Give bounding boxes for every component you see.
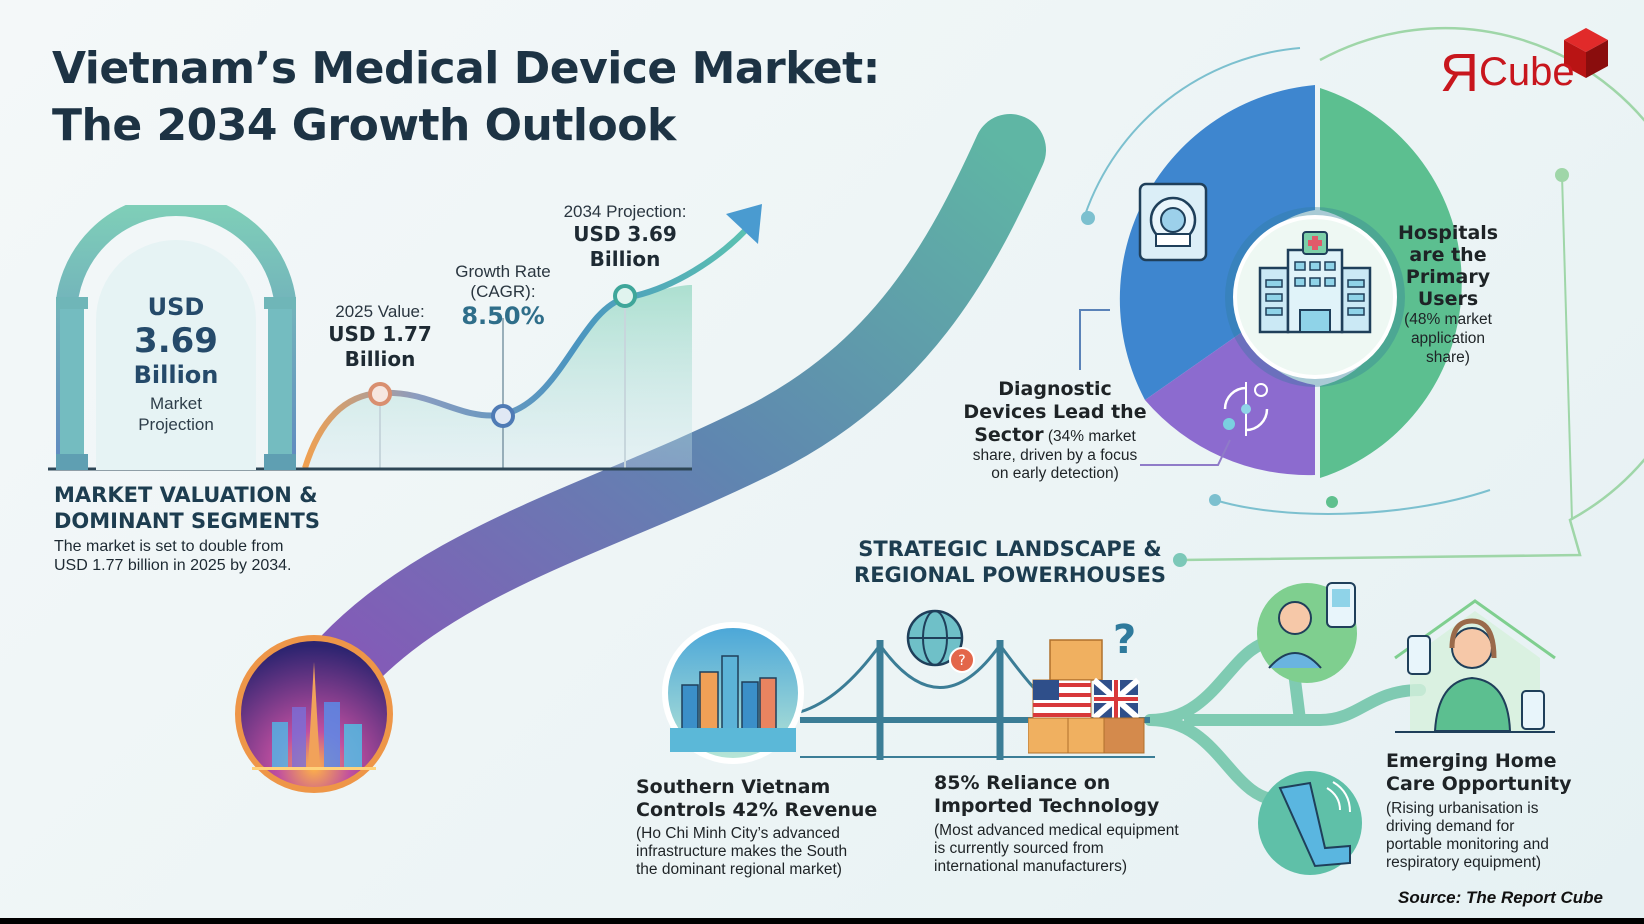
homecare-body-4: respiratory equipment) xyxy=(1386,854,1542,871)
arch-icon xyxy=(56,205,296,470)
arch-value: 3.69 xyxy=(134,321,218,361)
title-line-2: The 2034 Growth Outlook xyxy=(52,100,676,151)
imports-title-1: 85% Reliance on xyxy=(934,772,1111,794)
home-care-icon xyxy=(1394,599,1556,733)
arch-currency: USD xyxy=(147,293,205,321)
card-southern-vietnam: Southern Vietnam Controls 42% Revenue (H… xyxy=(636,776,886,879)
logo-text: RCube xyxy=(1440,43,1575,103)
label-2025-title: 2025 Value: xyxy=(335,302,425,321)
south-body-1: (Ho Chi Minh City’s advanced xyxy=(636,825,840,842)
market-section: MARKET VALUATION & DOMINANT SEGMENTS The… xyxy=(54,482,374,575)
south-title-2: Controls 42% Revenue xyxy=(636,799,878,821)
svg-text:?: ? xyxy=(1113,617,1136,663)
label-2034-projection: 2034 Projection: USD 3.69 Billion xyxy=(545,202,705,272)
south-body-3: the dominant regional market) xyxy=(636,861,842,878)
source-credit: Source: The Report Cube xyxy=(1398,888,1603,907)
imports-body-2: is currently sourced from xyxy=(934,840,1104,857)
hospitals-line-2: are the xyxy=(1409,244,1487,266)
hospitals-label: Hospitals are the Primary Users (48% mar… xyxy=(1398,222,1498,367)
homecare-title-2: Care Opportunity xyxy=(1386,773,1572,795)
homecare-title-1: Emerging Home xyxy=(1386,750,1557,772)
south-body-2: infrastructure makes the South xyxy=(636,843,848,860)
diagnostic-line-2: Devices Lead the xyxy=(963,401,1147,423)
label-2034-title: 2034 Projection: xyxy=(563,202,687,221)
card-imported-technology: 85% Reliance on Imported Technology (Mos… xyxy=(934,772,1224,876)
mri-scanner-icon xyxy=(1138,182,1208,262)
page-title: Vietnam’s Medical Device Market: The 203… xyxy=(52,40,880,154)
strategic-section: STRATEGIC LANDSCAPE & REGIONAL POWERHOUS… xyxy=(850,536,1170,588)
label-2025-value-2: Billion xyxy=(344,347,416,371)
diagnostic-line-5: on early detection) xyxy=(991,465,1119,482)
patient-monitor-icon xyxy=(1257,582,1357,683)
label-2034-value-1: USD 3.69 xyxy=(573,222,677,246)
hospitals-sub-1: (48% market xyxy=(1404,311,1492,328)
hospital-icon xyxy=(1258,231,1372,334)
label-2025-value: 2025 Value: USD 1.77 Billion xyxy=(310,302,450,372)
market-body-2: USD 1.77 billion in 2025 by 2034. xyxy=(54,557,292,574)
label-cagr: Growth Rate (CAGR): 8.50% xyxy=(438,262,568,330)
strategic-heading-1: STRATEGIC LANDSCAPE & xyxy=(858,537,1162,561)
inhaler-icon xyxy=(1258,771,1362,875)
homecare-body-1: (Rising urbanisation is xyxy=(1386,800,1539,817)
hospitals-sub-2: application xyxy=(1410,330,1486,347)
globe-icon: ? xyxy=(906,609,975,673)
city-skyline-icon xyxy=(235,635,393,793)
title-line-1: Vietnam’s Medical Device Market: xyxy=(52,43,880,94)
market-heading-1: MARKET VALUATION & xyxy=(54,483,318,507)
arch-caption-1: Market xyxy=(150,394,202,413)
arch-valuation: USD 3.69 Billion Market Projection xyxy=(56,205,296,470)
card-home-care: Emerging Home Care Opportunity (Rising u… xyxy=(1386,750,1606,872)
imports-body-1: (Most advanced medical equipment xyxy=(934,822,1179,839)
diagnostic-scan-icon xyxy=(1223,382,1269,436)
rcube-logo: RCube xyxy=(1440,28,1620,108)
diagnostic-label: Diagnostic Devices Lead the Sector (34% … xyxy=(950,378,1160,483)
logo-letter: R xyxy=(1440,43,1479,103)
hospitals-line-3: Primary xyxy=(1405,266,1491,288)
diagnostic-line-1: Diagnostic xyxy=(998,378,1112,400)
arch-caption-2: Projection xyxy=(138,415,214,434)
south-title-1: Southern Vietnam xyxy=(636,776,831,798)
hospitals-sub-3: share) xyxy=(1426,349,1470,366)
svg-text:?: ? xyxy=(958,653,965,669)
imports-title-2: Imported Technology xyxy=(934,795,1160,817)
arch-unit: Billion xyxy=(133,361,219,389)
diagnostic-line-4: share, driven by a focus xyxy=(972,447,1138,464)
market-body-1: The market is set to double from xyxy=(54,538,284,555)
cagr-label-1: Growth Rate xyxy=(455,262,551,281)
bottom-bar xyxy=(0,918,1644,924)
hospitals-line-4: Users xyxy=(1417,288,1479,310)
cube-icon xyxy=(1564,28,1608,78)
market-heading-2: DOMINANT SEGMENTS xyxy=(54,509,321,533)
label-2025-value-1: USD 1.77 xyxy=(328,322,432,346)
diagnostic-line-3-rest: (34% market xyxy=(1043,428,1136,445)
cagr-value: 8.50% xyxy=(461,302,545,330)
imports-body-3: international manufacturers) xyxy=(934,858,1127,875)
import-boxes-icon: ? xyxy=(1028,617,1145,754)
strategic-heading-2: REGIONAL POWERHOUSES xyxy=(854,563,1166,587)
hospitals-line-1: Hospitals xyxy=(1398,222,1499,244)
label-2034-value-2: Billion xyxy=(589,247,661,271)
logo-word: Cube xyxy=(1479,50,1575,94)
cagr-label-2: (CAGR): xyxy=(470,282,536,301)
homecare-body-3: portable monitoring and xyxy=(1386,836,1549,853)
hcmc-city-icon xyxy=(662,622,804,764)
homecare-body-2: driving demand for xyxy=(1386,818,1515,835)
diagnostic-line-3-bold: Sector xyxy=(974,424,1044,446)
